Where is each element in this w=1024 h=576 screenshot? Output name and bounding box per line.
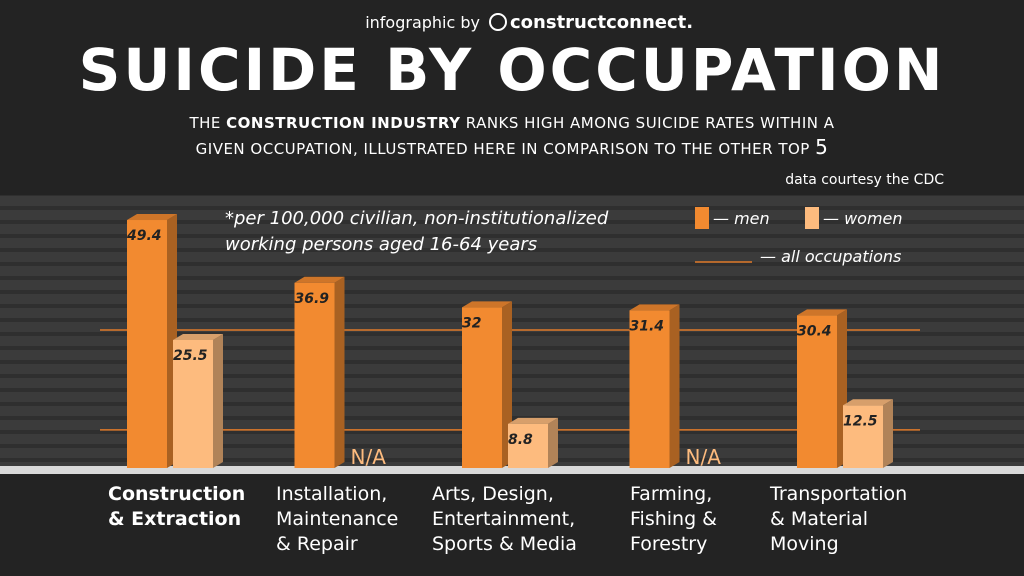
x-tick-label: & Material xyxy=(770,508,868,530)
legend-swatch xyxy=(695,207,709,229)
x-tick-label: Farming, xyxy=(630,483,712,505)
x-tick-label: Installation, xyxy=(276,483,387,505)
x-tick-label: Transportation xyxy=(769,483,907,505)
bar-side xyxy=(669,304,680,468)
subtitle-line-1: THE CONSTRUCTION INDUSTRY RANKS HIGH AMO… xyxy=(188,114,834,132)
legend-swatch xyxy=(805,207,819,229)
bar-side xyxy=(334,276,345,468)
x-tick-label: Maintenance xyxy=(276,508,398,530)
value-label: 32 xyxy=(462,315,481,331)
bar xyxy=(294,282,335,468)
x-tick-label: Construction xyxy=(108,483,245,505)
bar xyxy=(843,405,883,468)
value-label: 30.4 xyxy=(797,323,832,339)
legend-label: — women xyxy=(823,209,903,228)
x-tick-label: & Extraction xyxy=(108,508,241,530)
x-tick-label: Sports & Media xyxy=(432,533,577,555)
bar-side xyxy=(213,333,223,468)
bar-top xyxy=(173,333,223,340)
source: data courtesy the CDC xyxy=(785,172,944,188)
value-label: 12.5 xyxy=(843,413,878,429)
x-tick-label: & Repair xyxy=(276,533,358,555)
value-label: 31.4 xyxy=(630,318,665,334)
bar xyxy=(173,339,213,468)
byline: infographic by xyxy=(365,13,480,32)
value-label: N/A xyxy=(686,445,722,469)
bar xyxy=(629,310,670,468)
chart-title: SUICIDE BY OCCUPATION xyxy=(79,36,946,104)
bar-side xyxy=(548,417,558,468)
value-label: 8.8 xyxy=(508,432,533,448)
value-label: 36.9 xyxy=(295,291,330,307)
legend-label: — men xyxy=(713,209,770,228)
bar-top xyxy=(508,417,558,424)
subtitle-line-2: GIVEN OCCUPATION, ILLUSTRATED HERE IN CO… xyxy=(196,135,829,159)
bar-top xyxy=(294,276,345,283)
bar xyxy=(508,423,548,468)
note-line: *per 100,000 civilian, non-institutional… xyxy=(225,208,609,229)
bar xyxy=(462,307,502,468)
bar-side xyxy=(883,399,893,468)
bar-top xyxy=(843,399,893,406)
note-line: working persons aged 16-64 years xyxy=(225,234,537,255)
x-tick-label: Arts, Design, xyxy=(432,483,554,505)
value-label: N/A xyxy=(351,445,387,469)
x-tick-label: Moving xyxy=(770,533,839,555)
x-tick-label: Fishing & xyxy=(630,508,717,530)
legend-label: — all occupations xyxy=(760,247,901,266)
bar-top xyxy=(462,301,512,308)
bar-top xyxy=(127,214,177,221)
bar-top xyxy=(797,309,847,316)
bar-top xyxy=(629,304,680,311)
value-label: 25.5 xyxy=(173,348,208,364)
brand-icon xyxy=(489,13,507,31)
baseline xyxy=(0,466,1024,474)
x-tick-label: Entertainment, xyxy=(432,508,575,530)
brand: constructconnect. xyxy=(510,12,693,33)
x-tick-label: Forestry xyxy=(630,533,707,555)
bar xyxy=(797,315,837,468)
value-label: 49.4 xyxy=(126,228,162,244)
bar xyxy=(127,220,167,468)
